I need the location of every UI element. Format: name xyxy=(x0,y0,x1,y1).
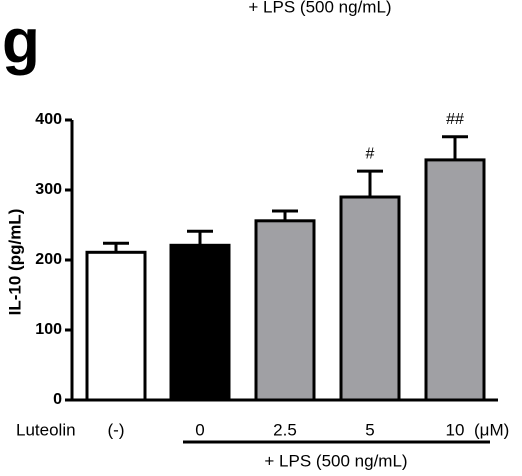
x-unit: (μM) xyxy=(474,420,509,439)
y-tick-label: 300 xyxy=(35,181,62,198)
bar xyxy=(339,195,401,402)
bar xyxy=(169,243,231,402)
y-tick-label: 200 xyxy=(35,251,62,268)
panel-label: g xyxy=(2,7,40,76)
bar xyxy=(424,158,486,402)
group-label: + LPS (500 ng/mL) xyxy=(264,451,407,470)
y-axis-label: IL-10 (pg/mL) xyxy=(5,209,24,316)
annotation: ## xyxy=(446,111,464,128)
x-tick-label: (-) xyxy=(108,420,125,439)
y-tick-label: 0 xyxy=(53,391,62,408)
bar xyxy=(254,219,316,402)
top-text: + LPS (500 ng/mL) xyxy=(248,0,391,16)
x-tick-label: 0 xyxy=(195,420,204,439)
y-tick-label: 100 xyxy=(35,321,62,338)
y-tick-label: 400 xyxy=(35,111,62,128)
annotation: # xyxy=(366,145,375,162)
x-tick-label: 2.5 xyxy=(273,420,297,439)
x-prefix: Luteolin xyxy=(16,420,76,439)
bar xyxy=(85,250,147,402)
x-tick-label: 5 xyxy=(365,420,374,439)
x-tick-label: 10 xyxy=(446,420,465,439)
